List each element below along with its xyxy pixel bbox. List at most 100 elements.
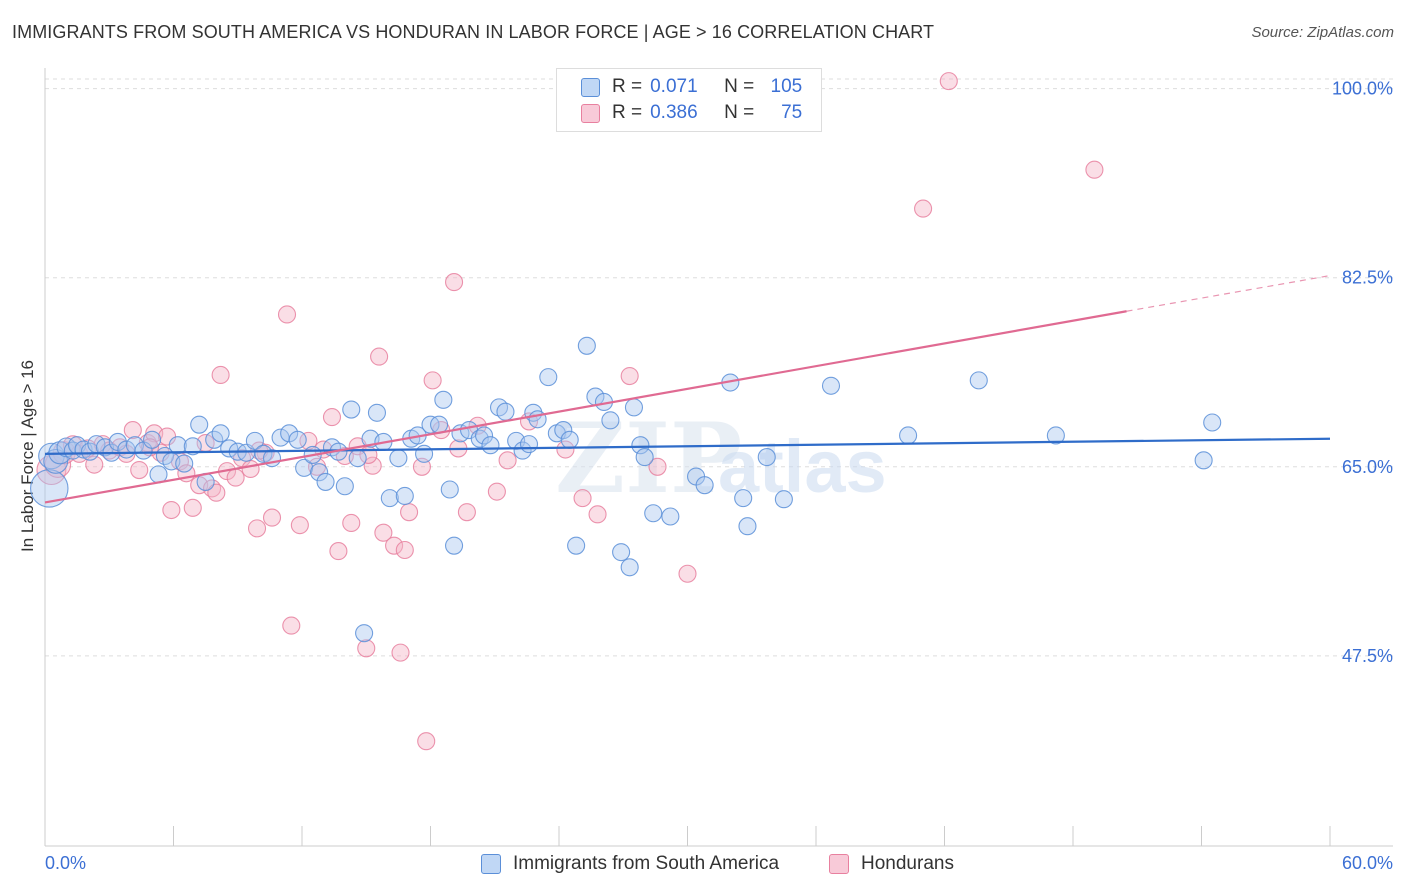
legend-r-label: R =: [612, 76, 643, 97]
south-america-point: [1203, 413, 1222, 432]
south-america-point: [519, 435, 539, 454]
south-america-point: [395, 486, 414, 506]
honduran-point: [620, 367, 639, 386]
honduran-point: [678, 564, 697, 583]
south-america-point: [254, 444, 273, 463]
honduran-point: [400, 503, 419, 522]
south-america-point: [738, 517, 757, 536]
south-america-point: [380, 489, 399, 508]
bottom-legend-swatch-pink: [829, 854, 849, 874]
south-america-point: [539, 368, 558, 387]
watermark-zip: ZIP: [555, 402, 742, 515]
legend-swatch-blue: [581, 77, 600, 97]
trend-lines: [44, 274, 1331, 504]
south-america-point: [635, 448, 654, 467]
legend-n-label: N =: [724, 76, 755, 97]
honduran-point: [573, 489, 592, 508]
bottom-legend-south-america: Immigrants from South America: [481, 852, 779, 876]
honduran-point: [277, 305, 297, 324]
legend-row-south-america: R = 0.071 N = 105: [581, 75, 802, 99]
legend-r-value: 0.386: [650, 102, 698, 123]
south-america-point: [1194, 451, 1213, 470]
honduran-trend-line: [44, 310, 1127, 504]
legend-swatch-pink: [581, 103, 600, 123]
y-tick-label: 100.0%: [1332, 79, 1393, 99]
honduran-point: [342, 513, 361, 533]
south-america-point: [481, 436, 500, 455]
south-america-point: [821, 376, 841, 395]
south-america-point: [415, 444, 434, 463]
watermark-atlas: atlas: [718, 425, 887, 508]
south-america-point: [205, 430, 224, 449]
south-america-point: [445, 536, 464, 555]
honduran-point: [385, 536, 404, 555]
south-america-point: [440, 480, 459, 499]
honduran-point: [329, 542, 348, 561]
legend-n-value: 75: [781, 102, 803, 123]
honduran-point: [262, 508, 282, 527]
legend-n-value: 105: [770, 76, 803, 97]
south-america-point: [183, 437, 202, 456]
south-america-point: [612, 543, 631, 562]
bottom-legend-label: Immigrants from South America: [513, 853, 780, 874]
south-america-point: [496, 402, 515, 421]
south-america-point: [969, 371, 988, 390]
source-label: Source: ZipAtlas.com: [1251, 24, 1394, 41]
honduran-point: [939, 72, 958, 91]
honduran-point: [445, 273, 464, 292]
honduran-point: [363, 456, 382, 475]
south-america-point: [175, 454, 194, 473]
honduran-point: [457, 503, 476, 522]
honduran-point: [282, 616, 301, 635]
bottom-legend-swatch-blue: [481, 854, 501, 874]
south-america-point: [774, 490, 793, 509]
honduran-point: [588, 505, 607, 524]
south-america-point: [734, 489, 753, 508]
chart-title: IMMIGRANTS FROM SOUTH AMERICA VS HONDURA…: [12, 22, 935, 42]
south-america-point: [30, 469, 69, 508]
south-america-point: [389, 449, 408, 468]
south-america-point: [342, 400, 361, 419]
honduran-point: [322, 408, 342, 427]
legend-row-hondurans: R = 0.386 N = 75: [581, 101, 802, 125]
x-tick-label: 60.0%: [1342, 853, 1393, 873]
south-america-point: [168, 436, 187, 455]
south-america-point: [631, 436, 650, 455]
south-america-point: [661, 507, 680, 526]
honduran-point: [914, 199, 933, 218]
honduran-point: [247, 519, 267, 538]
honduran-point: [423, 371, 442, 390]
honduran-point: [487, 482, 506, 501]
south-america-point: [567, 536, 586, 555]
honduran-point: [374, 523, 393, 542]
south-america-point: [434, 390, 453, 409]
y-tick-label: 65.0%: [1342, 457, 1393, 477]
south-america-point: [1046, 426, 1065, 445]
south-america-point: [474, 426, 494, 445]
y-tick-label: 82.5%: [1342, 268, 1393, 288]
south-america-point: [143, 430, 162, 449]
south-america-point: [190, 415, 209, 434]
south-america-point: [335, 477, 354, 496]
honduran-point: [498, 451, 517, 470]
south-america-point: [695, 476, 714, 495]
honduran-point: [123, 421, 142, 440]
south-america-point: [899, 426, 918, 445]
south-america-point: [367, 403, 387, 422]
honduran-point: [556, 440, 575, 459]
honduran-point: [357, 639, 376, 658]
legend-r-label: R =: [612, 102, 643, 123]
honduran-point: [183, 498, 202, 517]
south-america-point: [624, 398, 644, 417]
honduran-point: [391, 643, 410, 662]
honduran-point: [370, 347, 389, 366]
honduran-point: [395, 540, 414, 560]
legend-r-value: 0.071: [650, 76, 698, 97]
south-america-point: [601, 411, 620, 430]
south-america-trend-line: [44, 437, 1331, 455]
south-america-point: [757, 448, 776, 467]
south-america-point: [211, 424, 230, 443]
y-tick-label: 47.5%: [1342, 646, 1393, 666]
correlation-legend: R = 0.071 N = 105 R = 0.386 N = 75: [556, 68, 822, 132]
